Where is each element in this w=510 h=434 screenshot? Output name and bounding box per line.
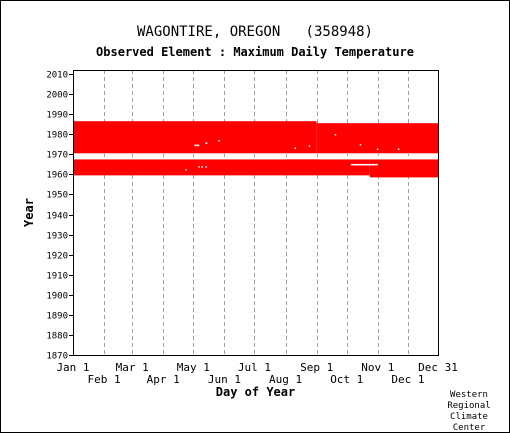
y-tick-label: 1900 bbox=[46, 292, 68, 302]
y-tick-label: 1960 bbox=[46, 171, 68, 181]
x-tick-label: May 1 bbox=[177, 361, 210, 374]
missing-data-gap bbox=[294, 147, 297, 149]
missing-data-gap bbox=[319, 155, 438, 160]
data-block bbox=[73, 159, 370, 176]
y-tick-label: 1950 bbox=[46, 191, 68, 201]
plot-frame bbox=[73, 70, 439, 356]
credit-line: Regional bbox=[447, 401, 491, 411]
station-title: WAGONTIRE, OREGON (358948) bbox=[136, 24, 373, 40]
missing-data-gap bbox=[198, 166, 200, 168]
x-tick-label: Jul 1 bbox=[238, 361, 271, 374]
y-tick-label: 1870 bbox=[46, 352, 68, 362]
missing-data-gap bbox=[205, 166, 207, 168]
y-tick-label: 2000 bbox=[46, 91, 68, 101]
x-axis-title: Day of Year bbox=[216, 385, 295, 399]
missing-data-gap bbox=[376, 148, 379, 150]
credit-line: Western bbox=[450, 390, 488, 400]
data-block bbox=[73, 121, 317, 154]
y-tick-label: 1930 bbox=[46, 232, 68, 242]
x-tick-label: Apr 1 bbox=[147, 373, 180, 386]
x-tick-label: Mar 1 bbox=[116, 361, 149, 374]
y-tick-label: 1910 bbox=[46, 272, 68, 282]
y-tick-label: 1880 bbox=[46, 332, 68, 342]
data-block bbox=[369, 159, 438, 178]
missing-data-gap bbox=[334, 134, 337, 136]
x-tick-label: Nov 1 bbox=[361, 361, 394, 374]
missing-data-gap bbox=[205, 142, 208, 144]
y-tick-label: 1920 bbox=[46, 252, 68, 262]
y-tick-label: 1940 bbox=[46, 212, 68, 222]
y-tick-label: 2010 bbox=[46, 71, 68, 81]
missing-data-gap bbox=[194, 144, 200, 147]
missing-data-gap bbox=[350, 163, 378, 166]
y-tick-label: 1890 bbox=[46, 312, 68, 322]
missing-data-gap bbox=[308, 145, 311, 147]
element-subtitle: Observed Element : Maximum Daily Tempera… bbox=[96, 45, 414, 59]
y-tick-label: 1970 bbox=[46, 151, 68, 161]
x-tick-label: Feb 1 bbox=[88, 373, 121, 386]
missing-data-gap bbox=[73, 157, 287, 160]
missing-data-gap bbox=[201, 166, 203, 168]
x-tick-label: Oct 1 bbox=[330, 373, 363, 386]
x-tick-label: Jan 1 bbox=[56, 361, 89, 374]
x-tick-label: Dec 1 bbox=[391, 373, 424, 386]
missing-data-gap bbox=[286, 157, 320, 159]
data-block bbox=[316, 123, 438, 154]
missing-data-gap bbox=[359, 144, 362, 146]
y-tick-label: 1990 bbox=[46, 111, 68, 121]
missing-data-gap bbox=[218, 140, 220, 142]
x-tick-label: Sep 1 bbox=[300, 361, 333, 374]
x-tick-label: Aug 1 bbox=[269, 373, 302, 386]
credit-block: Western Regional Climate Center bbox=[439, 390, 499, 434]
x-tick-label: Jun 1 bbox=[208, 373, 241, 386]
missing-data-gap bbox=[185, 169, 187, 171]
credit-line: Climate bbox=[450, 412, 488, 422]
y-tick-label: 1980 bbox=[46, 131, 68, 141]
missing-data-gap bbox=[397, 148, 400, 150]
x-tick-label: Dec 31 bbox=[418, 361, 458, 374]
credit-line: Center bbox=[452, 423, 486, 433]
y-axis-title: Year bbox=[22, 198, 36, 227]
